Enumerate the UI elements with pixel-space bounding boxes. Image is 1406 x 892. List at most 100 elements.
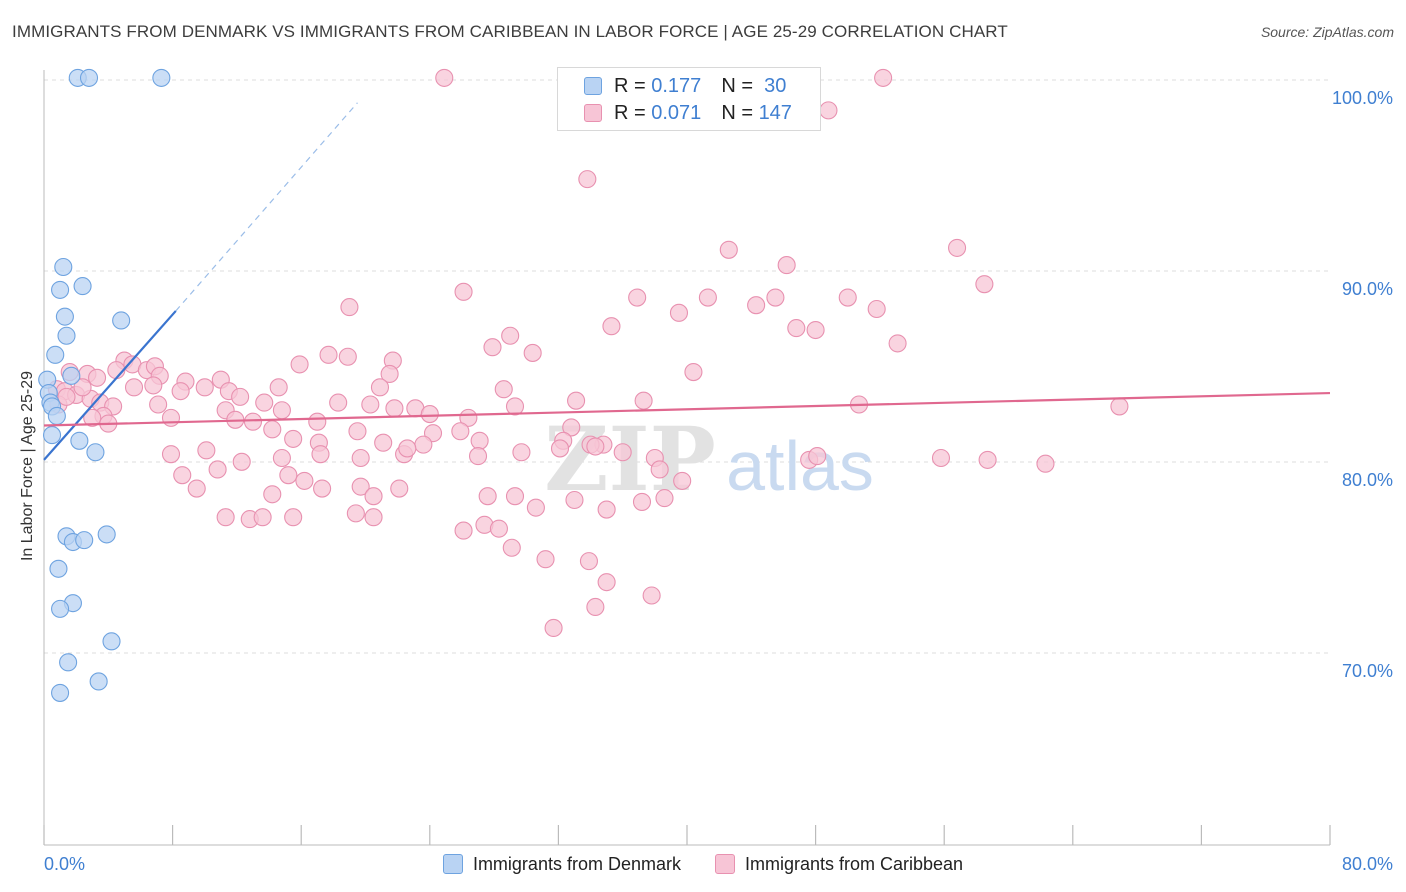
caribbean-point bbox=[329, 393, 348, 412]
legend-n-label: N = bbox=[721, 101, 753, 124]
denmark-point bbox=[97, 525, 116, 544]
caribbean-point bbox=[149, 395, 168, 414]
caribbean-point bbox=[83, 408, 102, 427]
caribbean-point bbox=[669, 303, 689, 322]
legend-label-caribbean: Immigrants from Caribbean bbox=[744, 853, 964, 874]
caribbean-point bbox=[124, 378, 144, 397]
caribbean-point bbox=[806, 320, 825, 340]
denmark-point bbox=[62, 366, 81, 385]
caribbean-point bbox=[197, 441, 216, 460]
chart-title: IMMIGRANTS FROM DENMARK VS IMMIGRANTS FR… bbox=[12, 22, 1008, 41]
caribbean-point bbox=[747, 296, 766, 315]
axes bbox=[43, 70, 1331, 846]
caribbean-point bbox=[819, 101, 838, 120]
caribbean-point bbox=[161, 445, 181, 464]
caribbean-point bbox=[364, 487, 383, 506]
caribbean-point bbox=[243, 412, 263, 431]
caribbean-point bbox=[272, 401, 291, 420]
caribbean-point bbox=[505, 397, 525, 416]
caribbean-point bbox=[385, 399, 404, 418]
caribbean-point bbox=[888, 334, 907, 353]
x-tick-label-0: 0.0% bbox=[44, 854, 85, 874]
y-tick-label-70: 70.0% bbox=[1342, 661, 1393, 681]
caribbean-point bbox=[171, 382, 190, 401]
legend-n-label: N = bbox=[721, 74, 753, 97]
caribbean-point bbox=[313, 479, 332, 498]
caribbean-point bbox=[435, 68, 454, 87]
y-tick-label-80: 80.0% bbox=[1342, 470, 1393, 490]
caribbean-point bbox=[57, 387, 76, 406]
caribbean-point bbox=[173, 466, 192, 485]
caribbean-point bbox=[470, 431, 489, 450]
caribbean-point bbox=[361, 395, 380, 414]
caribbean-point bbox=[478, 487, 497, 506]
caribbean-points bbox=[47, 68, 1129, 638]
caribbean-point bbox=[311, 445, 330, 464]
caribbean-point bbox=[451, 422, 470, 441]
caribbean-point bbox=[87, 368, 107, 387]
caribbean-trend-line bbox=[43, 391, 1331, 427]
caribbean-point bbox=[523, 343, 542, 362]
denmark-point bbox=[79, 68, 99, 87]
x-tick-label-80: 80.0% bbox=[1342, 854, 1393, 874]
trend-lines bbox=[43, 102, 1331, 461]
caribbean-point bbox=[338, 347, 357, 366]
denmark-points bbox=[38, 68, 171, 702]
caribbean-point bbox=[586, 597, 605, 617]
watermark-atlas: atlas bbox=[726, 427, 874, 505]
caribbean-point bbox=[144, 376, 163, 395]
caribbean-point bbox=[348, 422, 367, 441]
caribbean-point bbox=[565, 490, 584, 510]
caribbean-point bbox=[263, 485, 282, 504]
denmark-point bbox=[55, 307, 74, 326]
caribbean-point bbox=[578, 170, 597, 189]
caribbean-point bbox=[231, 387, 250, 406]
legend-item-caribbean[interactable]: Immigrants from Caribbean bbox=[714, 853, 964, 875]
denmark-point bbox=[89, 672, 108, 691]
legend-r-label: R = bbox=[614, 101, 646, 124]
caribbean-point bbox=[777, 256, 796, 275]
caribbean-point bbox=[420, 405, 439, 424]
legend-row-denmark: R = 0.177 N = 30 bbox=[584, 73, 786, 99]
caribbean-point bbox=[468, 447, 488, 466]
legend-n-value-denmark: 30 bbox=[764, 74, 787, 97]
caribbean-point bbox=[351, 448, 370, 468]
caribbean-point bbox=[380, 364, 399, 384]
denmark-point bbox=[102, 632, 121, 651]
caribbean-point bbox=[483, 338, 502, 357]
denmark-point bbox=[57, 326, 76, 345]
caribbean-point bbox=[562, 418, 581, 437]
legend-item-denmark[interactable]: Immigrants from Denmark bbox=[442, 853, 681, 875]
denmark-point bbox=[54, 257, 73, 277]
denmark-point bbox=[51, 683, 70, 702]
caribbean-point bbox=[279, 466, 298, 485]
caribbean-point bbox=[550, 439, 570, 458]
caribbean-point bbox=[544, 618, 563, 638]
denmark-point bbox=[70, 431, 89, 450]
caribbean-point bbox=[364, 508, 383, 527]
legend-label-denmark: Immigrants from Denmark bbox=[472, 853, 681, 874]
legend-swatch-denmark bbox=[584, 77, 602, 95]
caribbean-point bbox=[390, 479, 409, 498]
caribbean-point bbox=[874, 68, 893, 87]
legend-row-caribbean: R = 0.071 N = 147 bbox=[584, 100, 792, 126]
caribbean-point bbox=[308, 412, 327, 431]
caribbean-point bbox=[650, 460, 669, 479]
denmark-point bbox=[49, 559, 68, 578]
caribbean-point bbox=[340, 298, 359, 317]
caribbean-point bbox=[494, 380, 513, 399]
caribbean-point bbox=[632, 492, 652, 511]
caribbean-point bbox=[655, 489, 674, 508]
caribbean-point bbox=[567, 391, 586, 410]
caribbean-point bbox=[867, 299, 886, 319]
caribbean-point bbox=[187, 479, 206, 498]
caribbean-point bbox=[586, 437, 605, 456]
caribbean-point bbox=[634, 391, 653, 410]
caribbean-point bbox=[208, 460, 227, 479]
caribbean-point bbox=[838, 288, 857, 307]
legend-r-label: R = bbox=[614, 74, 646, 97]
y-tick-label-100: 100.0% bbox=[1332, 88, 1393, 108]
caribbean-point bbox=[975, 275, 994, 294]
caribbean-point bbox=[684, 362, 703, 382]
